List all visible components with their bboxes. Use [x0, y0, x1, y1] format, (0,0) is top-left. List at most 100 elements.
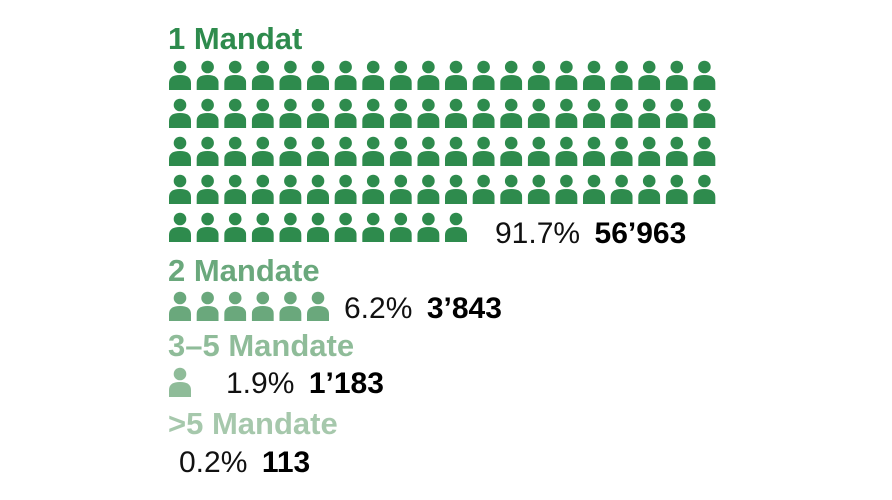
percent-label-2-mandate: 6.2% [344, 292, 412, 325]
person-icon [417, 212, 440, 242]
person-icon [472, 60, 495, 90]
person-icon [389, 60, 412, 90]
person-icon [389, 98, 412, 128]
person-icon [417, 136, 440, 166]
person-icon [224, 60, 247, 90]
person-icon [251, 136, 274, 166]
person-icon [307, 136, 329, 166]
person-icon [307, 174, 329, 204]
person-icon [472, 98, 495, 128]
person-icon [362, 212, 385, 242]
person-icon [417, 174, 440, 204]
person-icon [610, 98, 633, 128]
person-icon [555, 98, 578, 128]
person-icon [334, 60, 357, 90]
person-icon [169, 98, 191, 128]
person-icon [693, 136, 716, 166]
person-icon [279, 174, 302, 204]
person-icon [583, 174, 605, 204]
count-label-1-mandat: 56’963 [595, 217, 687, 250]
person-icon [638, 174, 661, 204]
person-icon [665, 136, 688, 166]
person-icon [665, 60, 688, 90]
person-icon [638, 60, 661, 90]
person-icon [527, 136, 550, 166]
person-icon [610, 60, 633, 90]
person-icon [555, 136, 578, 166]
percent-label-3-5-mandate: 1.9% [226, 367, 294, 400]
partial-person-icon [196, 367, 217, 397]
group-label-1-mandat: 91.7% 56’963 [495, 217, 686, 250]
person-icon [500, 98, 523, 128]
count-label-2-mandate: 3’843 [427, 292, 502, 325]
percent-label-1-mandat: 91.7% [495, 217, 580, 250]
person-icon [169, 60, 191, 90]
person-icon [307, 98, 329, 128]
person-icon [362, 98, 385, 128]
person-icon [307, 291, 329, 321]
group-title-1-mandat: 1 Mandat [168, 21, 302, 56]
person-icon [224, 291, 247, 321]
person-icon [169, 136, 191, 166]
group-title-3-5-mandate: 3–5 Mandate [168, 328, 354, 363]
person-icon [307, 60, 329, 90]
person-icon [665, 98, 688, 128]
person-icon [334, 212, 357, 242]
person-icon [445, 60, 467, 90]
person-icon [555, 174, 578, 204]
person-icon [362, 174, 385, 204]
person-icon [583, 136, 605, 166]
person-icon [445, 136, 467, 166]
person-icon [445, 212, 467, 242]
person-icon [693, 174, 716, 204]
person-icon [638, 98, 661, 128]
percent-label-gt5-mandate: 0.2% [179, 446, 247, 479]
person-icon [224, 174, 247, 204]
person-icon [417, 98, 440, 128]
icons-group-3-5-mandate [169, 367, 217, 397]
person-icon [638, 136, 661, 166]
person-icon [389, 212, 412, 242]
person-icon [500, 174, 523, 204]
person-icon [279, 136, 302, 166]
icons-group-1-mandat [169, 60, 716, 242]
person-icon [251, 174, 274, 204]
person-icon [224, 212, 247, 242]
person-icon [665, 174, 688, 204]
person-icon [279, 291, 302, 321]
person-icon [472, 174, 495, 204]
person-icon [472, 136, 495, 166]
person-icon [169, 174, 191, 204]
person-icon [527, 174, 550, 204]
person-icon [169, 367, 191, 397]
person-icon [362, 136, 385, 166]
person-icon [693, 60, 716, 90]
person-icon [224, 98, 247, 128]
person-icon [445, 98, 467, 128]
person-icon [527, 98, 550, 128]
group-label-3-5-mandate: 1.9% 1’183 [226, 367, 384, 400]
person-icon [169, 212, 191, 242]
person-icon [251, 98, 274, 128]
person-icon [334, 136, 357, 166]
person-icon [279, 98, 302, 128]
person-icon [196, 174, 219, 204]
person-icon [445, 174, 467, 204]
person-icon [251, 60, 274, 90]
person-icon [389, 136, 412, 166]
person-icon [555, 60, 578, 90]
person-icon [169, 291, 191, 321]
person-icon [334, 174, 357, 204]
group-title-gt5-mandate: >5 Mandate [168, 406, 338, 441]
person-icon [527, 60, 550, 90]
person-icon [583, 60, 605, 90]
person-icon [334, 98, 357, 128]
person-icon [307, 212, 329, 242]
person-icon [279, 212, 302, 242]
icons-group-2-mandate [169, 291, 340, 321]
group-label-gt5-mandate: 0.2% 113 [179, 446, 310, 479]
person-icon [196, 291, 219, 321]
person-icon [583, 98, 605, 128]
person-icon [224, 136, 247, 166]
